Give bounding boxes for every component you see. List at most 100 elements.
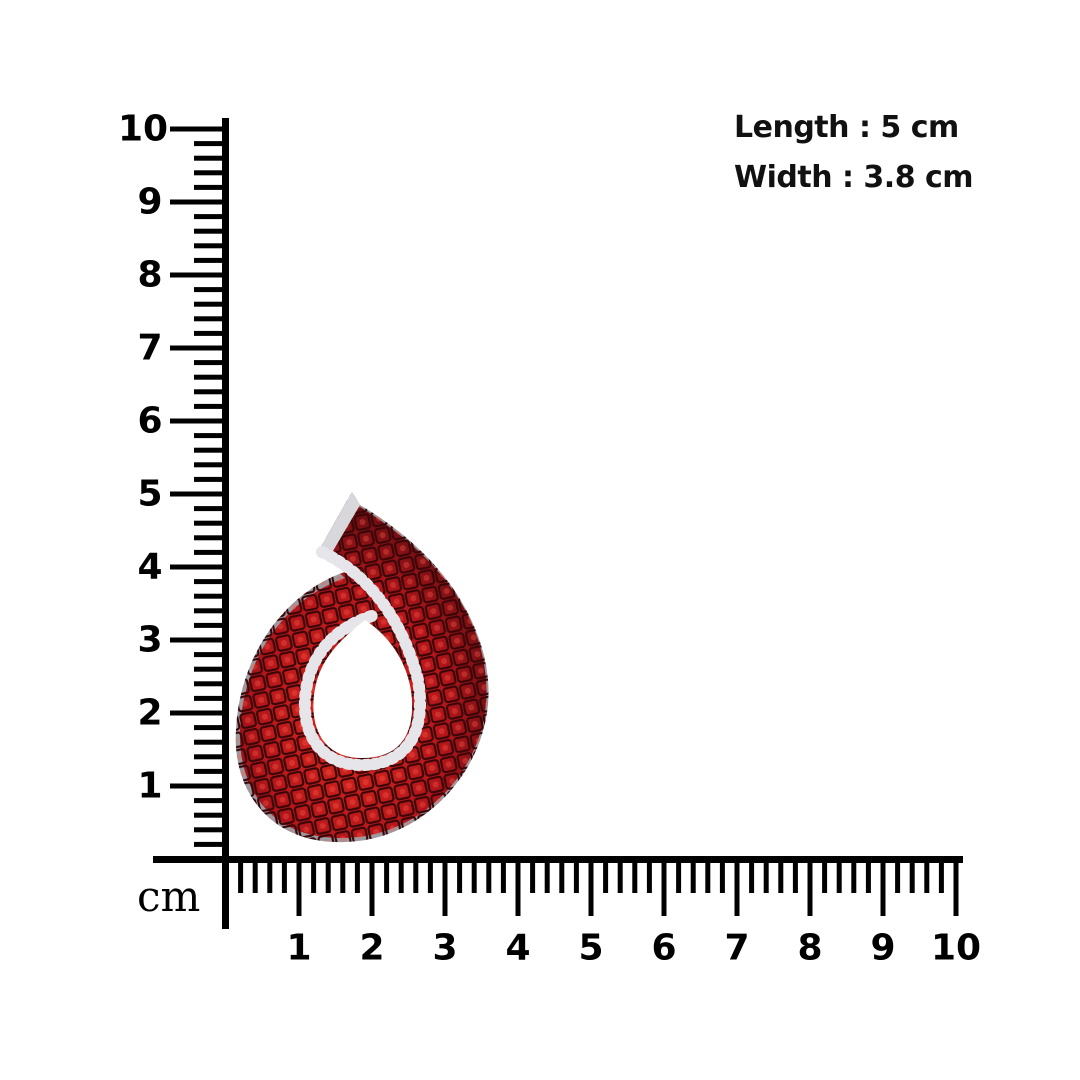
horizontal-minor-tick xyxy=(267,860,273,893)
horizontal-minor-tick xyxy=(544,860,550,893)
horizontal-tick-label: 4 xyxy=(505,927,531,969)
horizontal-minor-tick xyxy=(530,860,536,893)
vertical-minor-tick xyxy=(194,433,224,439)
horizontal-major-tick xyxy=(369,860,375,916)
horizontal-tick-label: 7 xyxy=(724,927,750,969)
vertical-minor-tick xyxy=(194,652,224,658)
vertical-minor-tick xyxy=(194,228,224,234)
vertical-tick-label: 3 xyxy=(137,619,163,661)
vertical-minor-tick xyxy=(194,754,224,760)
horizontal-minor-tick xyxy=(865,860,871,893)
horizontal-minor-tick xyxy=(573,860,579,893)
pendant xyxy=(235,492,489,843)
horizontal-minor-tick xyxy=(311,860,317,893)
horizontal-minor-tick xyxy=(603,860,609,893)
horizontal-minor-tick xyxy=(836,860,842,893)
width-label: Width : 3.8 cm xyxy=(734,160,974,195)
diamond-loop xyxy=(299,546,426,772)
vertical-ruler-line xyxy=(222,118,229,929)
length-label: Length : 5 cm xyxy=(734,110,959,145)
vertical-major-tick xyxy=(170,199,224,205)
horizontal-minor-tick xyxy=(822,860,828,893)
vertical-minor-tick xyxy=(194,447,224,453)
vertical-minor-tick xyxy=(194,243,224,249)
vertical-minor-tick xyxy=(194,316,224,322)
vertical-minor-tick xyxy=(194,506,224,512)
vertical-tick-label: 1 xyxy=(137,765,163,807)
vertical-minor-tick xyxy=(194,462,224,468)
horizontal-major-tick xyxy=(734,860,740,916)
horizontal-minor-tick xyxy=(471,860,477,893)
vertical-minor-tick xyxy=(194,695,224,701)
vertical-major-tick xyxy=(170,418,224,424)
ruler xyxy=(153,118,963,929)
horizontal-minor-tick xyxy=(384,860,390,893)
vertical-tick-label: 2 xyxy=(137,692,163,734)
vertical-major-tick xyxy=(170,783,224,789)
vertical-minor-tick xyxy=(194,827,224,833)
vertical-major-tick xyxy=(170,345,224,351)
vertical-minor-tick xyxy=(194,739,224,745)
horizontal-major-tick xyxy=(296,860,302,916)
vertical-major-tick xyxy=(170,272,224,278)
vertical-minor-tick xyxy=(194,608,224,614)
vertical-minor-tick xyxy=(194,374,224,380)
horizontal-major-tick xyxy=(953,860,959,916)
vertical-minor-tick xyxy=(194,841,224,847)
vertical-minor-tick xyxy=(194,535,224,541)
horizontal-tick-label: 5 xyxy=(578,927,604,969)
vertical-minor-tick xyxy=(194,155,224,161)
vertical-tick-label: 10 xyxy=(117,108,169,150)
vertical-minor-tick xyxy=(194,141,224,147)
vertical-tick-label: 5 xyxy=(137,473,163,515)
horizontal-minor-tick xyxy=(427,860,433,893)
horizontal-minor-tick xyxy=(617,860,623,893)
vertical-tick-label: 4 xyxy=(137,546,163,588)
horizontal-minor-tick xyxy=(763,860,769,893)
vertical-major-tick xyxy=(170,491,224,497)
vertical-minor-tick xyxy=(194,768,224,774)
horizontal-minor-tick xyxy=(851,860,857,893)
horizontal-minor-tick xyxy=(559,860,565,893)
unit-label: cm xyxy=(137,872,201,921)
horizontal-minor-tick xyxy=(749,860,755,893)
horizontal-minor-tick xyxy=(354,860,360,893)
horizontal-tick-label: 1 xyxy=(286,927,312,969)
vertical-tick-label: 9 xyxy=(137,181,163,223)
vertical-tick-label: 6 xyxy=(137,400,163,442)
vertical-minor-tick xyxy=(194,798,224,804)
vertical-minor-tick xyxy=(194,360,224,366)
horizontal-minor-tick xyxy=(895,860,901,893)
horizontal-minor-tick xyxy=(938,860,944,893)
vertical-minor-tick xyxy=(194,622,224,628)
horizontal-minor-tick xyxy=(632,860,638,893)
vertical-minor-tick xyxy=(194,287,224,293)
vertical-tick-label: 8 xyxy=(137,254,163,296)
vertical-minor-tick xyxy=(194,520,224,526)
horizontal-minor-tick xyxy=(457,860,463,893)
horizontal-tick-label: 10 xyxy=(930,927,982,969)
vertical-major-tick xyxy=(170,126,224,132)
horizontal-minor-tick xyxy=(690,860,696,893)
horizontal-minor-tick xyxy=(325,860,331,893)
horizontal-minor-tick xyxy=(413,860,419,893)
horizontal-minor-tick xyxy=(676,860,682,893)
vertical-minor-tick xyxy=(194,170,224,176)
vertical-minor-tick xyxy=(194,184,224,190)
vertical-minor-tick xyxy=(194,330,224,336)
vertical-minor-tick xyxy=(194,214,224,220)
vertical-minor-tick xyxy=(194,257,224,263)
horizontal-major-tick xyxy=(588,860,594,916)
vertical-minor-tick xyxy=(194,681,224,687)
horizontal-minor-tick xyxy=(500,860,506,893)
vertical-minor-tick xyxy=(194,666,224,672)
horizontal-major-tick xyxy=(515,860,521,916)
horizontal-tick-label: 2 xyxy=(359,927,385,969)
horizontal-minor-tick xyxy=(281,860,287,893)
vertical-major-tick xyxy=(170,564,224,570)
vertical-minor-tick xyxy=(194,579,224,585)
horizontal-ruler-line xyxy=(153,856,963,863)
horizontal-minor-tick xyxy=(398,860,404,893)
